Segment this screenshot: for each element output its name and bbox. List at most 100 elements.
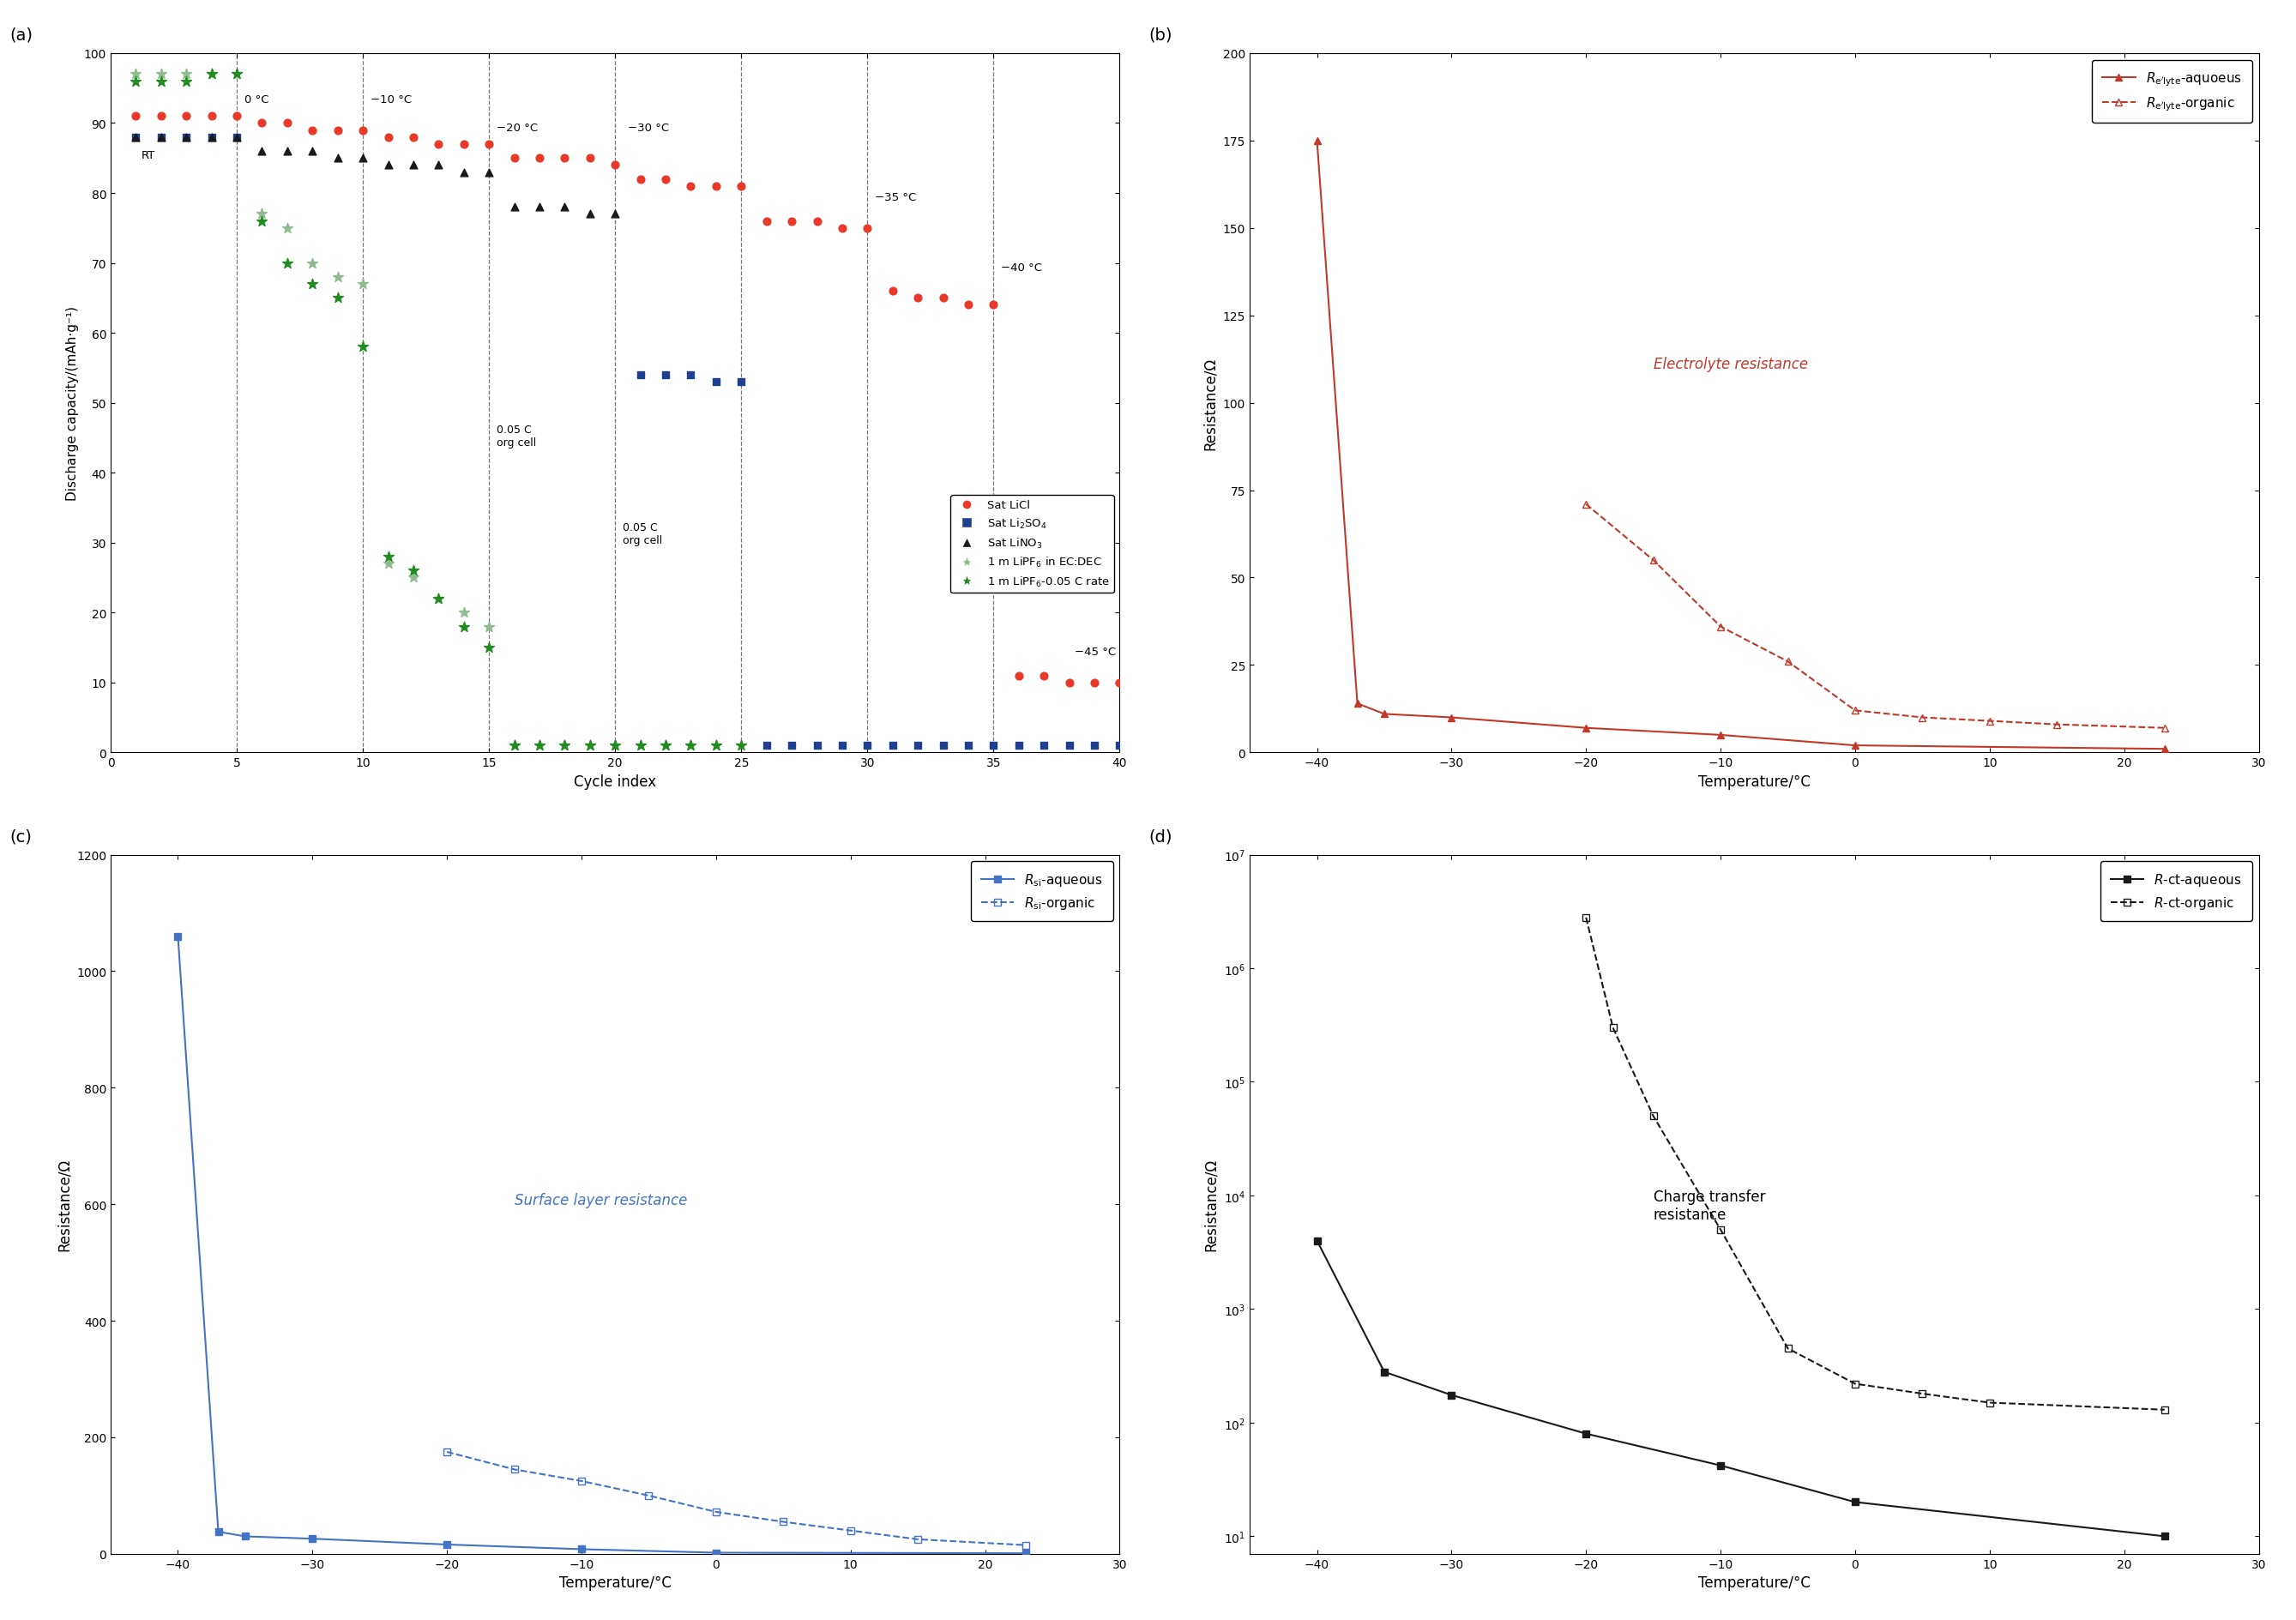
- Text: (a): (a): [9, 28, 32, 44]
- Text: −30 °C: −30 °C: [627, 121, 668, 133]
- $R_{\mathrm{e'lyte}}$-organic: [1573, 496, 1600, 515]
- Text: (d): (d): [1148, 828, 1173, 844]
- $R_{\mathrm{si}}$-organic: [905, 1529, 932, 1549]
- Point: [294, 139, 331, 165]
- Point: [243, 209, 280, 235]
- Point: [1026, 732, 1063, 758]
- Point: [572, 202, 608, 228]
- Point: [622, 363, 659, 389]
- $R_{\mathrm{si}}$-organic: [501, 1460, 528, 1479]
- Text: −40 °C: −40 °C: [1001, 262, 1042, 274]
- Point: [218, 62, 255, 87]
- $R_{\mathrm{si}}$-aqueous: [163, 927, 191, 946]
- Point: [1077, 671, 1114, 697]
- Point: [521, 194, 558, 220]
- Text: −20 °C: −20 °C: [496, 121, 537, 133]
- Point: [243, 202, 280, 228]
- Text: Charge transfer
resistance: Charge transfer resistance: [1653, 1189, 1766, 1221]
- Line: $R_{\mathrm{e'lyte}}$-aquoeus: $R_{\mathrm{e'lyte}}$-aquoeus: [1313, 138, 2167, 753]
- Point: [269, 215, 305, 241]
- $R_{\mathrm{e'lyte}}$-organic: [2151, 719, 2179, 739]
- Point: [168, 62, 204, 87]
- Point: [597, 732, 634, 758]
- Point: [420, 586, 457, 612]
- Point: [471, 635, 507, 661]
- Point: [168, 104, 204, 130]
- Point: [319, 285, 356, 311]
- Point: [546, 732, 583, 758]
- Point: [647, 363, 684, 389]
- Point: [496, 146, 533, 172]
- Point: [1001, 663, 1038, 689]
- $R$-ct-organic: [1573, 909, 1600, 928]
- Point: [572, 732, 608, 758]
- Text: (b): (b): [1148, 28, 1173, 44]
- $R_{\mathrm{si}}$-organic: [703, 1502, 730, 1521]
- Point: [622, 732, 659, 758]
- Point: [117, 104, 154, 130]
- $R_{\mathrm{si}}$-aqueous: [703, 1542, 730, 1562]
- $R_{\mathrm{e'lyte}}$-organic: [1775, 653, 1802, 672]
- Point: [597, 732, 634, 758]
- Point: [521, 732, 558, 758]
- X-axis label: Temperature/°C: Temperature/°C: [1699, 774, 1809, 789]
- $R$-ct-aqueous: [1841, 1492, 1869, 1511]
- Point: [875, 279, 912, 305]
- Point: [395, 559, 432, 585]
- Point: [142, 125, 179, 151]
- Point: [370, 152, 406, 178]
- $R_{\mathrm{si}}$-aqueous: [298, 1529, 326, 1549]
- Point: [370, 125, 406, 151]
- Point: [925, 285, 962, 311]
- Point: [951, 293, 987, 319]
- Point: [117, 125, 154, 151]
- Point: [117, 125, 154, 151]
- $R_{\mathrm{e'lyte}}$-organic: [1706, 617, 1733, 637]
- $R_{\mathrm{e'lyte}}$-organic: [2043, 714, 2071, 734]
- $R$-ct-organic: [1600, 1019, 1628, 1038]
- Point: [799, 732, 836, 758]
- Point: [193, 62, 230, 87]
- $R_{\mathrm{e'lyte}}$-organic: [1841, 701, 1869, 721]
- Text: RT: RT: [140, 151, 154, 162]
- Point: [420, 586, 457, 612]
- Point: [976, 732, 1013, 758]
- $R_{\mathrm{e'lyte}}$-organic: [1977, 711, 2004, 731]
- Point: [1052, 732, 1088, 758]
- Point: [723, 173, 760, 199]
- $R$-ct-organic: [2151, 1400, 2179, 1419]
- Point: [218, 62, 255, 87]
- Point: [142, 125, 179, 151]
- $R_{\mathrm{si}}$-aqueous: [204, 1523, 232, 1542]
- Text: Electrolyte resistance: Electrolyte resistance: [1653, 356, 1807, 373]
- X-axis label: Temperature/°C: Temperature/°C: [558, 1575, 670, 1591]
- $R_{\mathrm{e'lyte}}$-aquoeus: [1371, 705, 1398, 724]
- Point: [622, 732, 659, 758]
- Y-axis label: Discharge capacity/(mAh·g⁻¹): Discharge capacity/(mAh·g⁻¹): [67, 306, 78, 501]
- Point: [824, 732, 861, 758]
- Point: [976, 293, 1013, 319]
- Point: [900, 285, 937, 311]
- Point: [168, 125, 204, 151]
- Point: [294, 118, 331, 144]
- Y-axis label: Resistance/Ω: Resistance/Ω: [1203, 356, 1219, 450]
- $R$-ct-aqueous: [1706, 1456, 1733, 1476]
- Point: [1001, 732, 1038, 758]
- Point: [698, 369, 735, 395]
- Point: [269, 139, 305, 165]
- Point: [168, 70, 204, 96]
- Text: 0.05 C
org cell: 0.05 C org cell: [622, 522, 661, 546]
- Point: [774, 209, 810, 235]
- Point: [622, 167, 659, 193]
- $R_{\mathrm{e'lyte}}$-aquoeus: [1706, 726, 1733, 745]
- Legend: $R_{\mathrm{si}}$-aqueous, $R_{\mathrm{si}}$-organic: $R_{\mathrm{si}}$-aqueous, $R_{\mathrm{s…: [971, 862, 1114, 922]
- Point: [597, 152, 634, 178]
- Point: [748, 209, 785, 235]
- Point: [344, 272, 381, 298]
- Point: [370, 551, 406, 577]
- $R$-ct-organic: [1706, 1220, 1733, 1239]
- $R_{\mathrm{e'lyte}}$-aquoeus: [2151, 740, 2179, 760]
- Point: [142, 104, 179, 130]
- Point: [698, 732, 735, 758]
- $R_{\mathrm{si}}$-organic: [567, 1471, 595, 1490]
